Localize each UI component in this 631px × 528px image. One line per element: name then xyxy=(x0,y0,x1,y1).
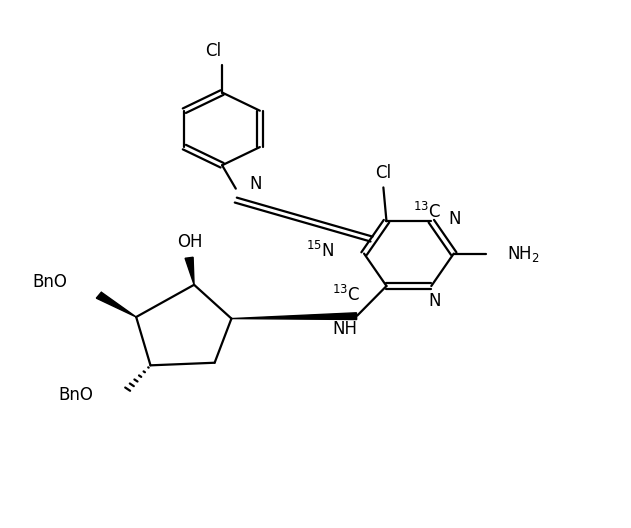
Text: N: N xyxy=(449,210,461,228)
Text: Cl: Cl xyxy=(204,42,221,60)
Polygon shape xyxy=(97,292,136,317)
Text: NH: NH xyxy=(333,319,357,337)
Text: N: N xyxy=(249,175,262,193)
Text: NH$_2$: NH$_2$ xyxy=(507,243,540,263)
Text: OH: OH xyxy=(177,233,203,251)
Polygon shape xyxy=(185,257,194,285)
Text: N: N xyxy=(428,291,440,309)
Text: $^{13}$C: $^{13}$C xyxy=(413,202,440,222)
Text: BnO: BnO xyxy=(33,273,68,291)
Text: $^{13}$C: $^{13}$C xyxy=(333,285,360,305)
Text: BnO: BnO xyxy=(58,386,93,404)
Text: $^{15}$N: $^{15}$N xyxy=(306,241,334,261)
Polygon shape xyxy=(232,313,357,319)
Text: Cl: Cl xyxy=(375,164,391,182)
